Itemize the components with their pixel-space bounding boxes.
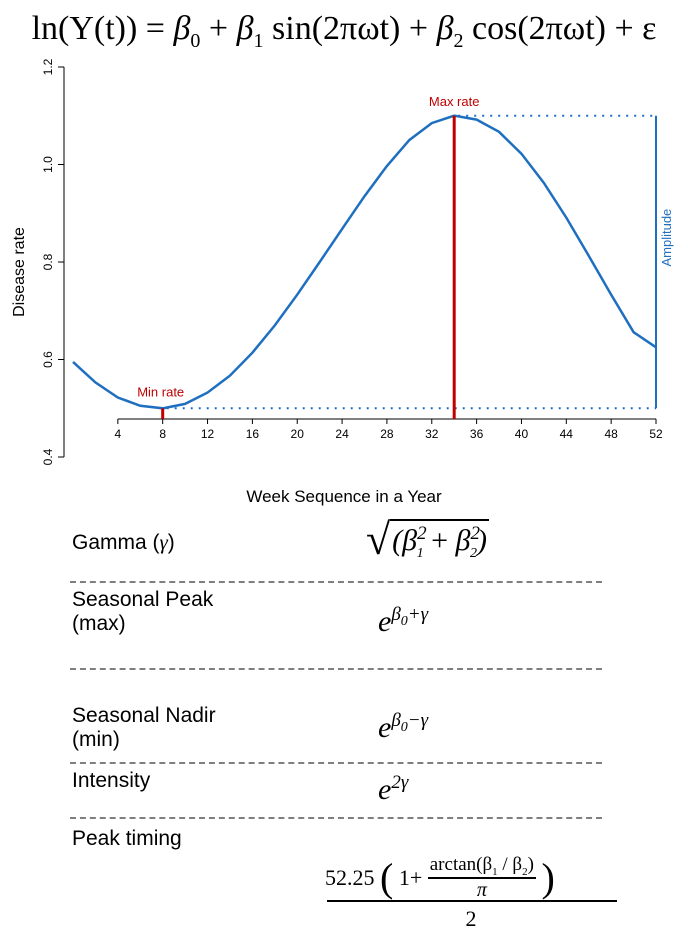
divider-2 [70, 668, 602, 670]
divider-4 [70, 817, 602, 819]
gamma-b2: β [455, 523, 471, 557]
y-tick-label: 0.8 [41, 253, 55, 270]
nadir-label-line1: Seasonal Nadir [72, 704, 216, 727]
x-tick-label: 12 [201, 427, 215, 441]
timing-coef: 52.25 [325, 865, 375, 890]
x-tick-label: 36 [470, 427, 484, 441]
x-tick-label: 24 [335, 427, 349, 441]
timing-open-paren: ( [380, 855, 394, 900]
gamma-formula: √ (β21 + β22) [366, 515, 489, 564]
timing-formula: 52.25 ( 1+ arctan(β1 / β2) π ) 2 [325, 838, 625, 938]
nadir-exp-beta: β [391, 710, 401, 731]
timing-fraction-bar [327, 900, 617, 902]
x-tick-label: 28 [380, 427, 394, 441]
gamma-plus: + [431, 523, 449, 557]
gamma-b2-sub: 2 [469, 545, 477, 561]
gamma-b1-sub: 1 [416, 545, 424, 561]
min-rate-label: Min rate [137, 384, 184, 399]
equation-sin-term: sin(2πωt) [272, 10, 401, 47]
peak-formula: eβ0+γ [378, 604, 428, 639]
x-tick-label: 48 [604, 427, 618, 441]
nadir-label: Seasonal Nadir (min) [72, 704, 216, 752]
nadir-formula: eβ0−γ [378, 710, 428, 745]
x-axis: 4 8 12 16 20 24 28 32 36 40 44 48 52 [115, 418, 663, 441]
timing-arctan-mid: / β [497, 853, 523, 875]
peak-exp-rest: +γ [407, 604, 429, 625]
y-tick-label: 1.2 [41, 58, 55, 75]
nadir-exp-sub: 0 [400, 719, 408, 735]
reference-lines [166, 114, 656, 410]
gamma-b1: β [402, 523, 418, 557]
equation-cos-term: cos(2πωt) [472, 10, 606, 47]
y-tick-label: 1.0 [41, 156, 55, 173]
timing-denominator: 2 [465, 906, 477, 931]
equation-error-term: + ε [614, 10, 657, 47]
x-axis-label: Week Sequence in a Year [246, 487, 442, 506]
timing-arctan: arctan(β [429, 853, 493, 875]
x-tick-label: 32 [425, 427, 439, 441]
timing-close-paren: ) [541, 855, 555, 900]
x-tick-label: 52 [649, 427, 663, 441]
beta-1-sub: 1 [253, 29, 264, 52]
peak-label-line2: (max) [72, 612, 126, 635]
x-tick-label: 8 [159, 427, 166, 441]
peak-label-line1: Seasonal Peak [72, 588, 214, 611]
gamma-label: Gamma (γ) [72, 530, 175, 555]
gamma-b1-sup: 2 [417, 522, 427, 544]
nadir-label-line2: (min) [72, 728, 120, 751]
annotations: Max rate Min rate Amplitude [137, 94, 674, 419]
intensity-exp: 2γ [391, 772, 409, 793]
equation-lhs: ln(Y(t)) = [31, 10, 165, 47]
gamma-label-close: ) [167, 531, 175, 554]
sqrt-sign: √ [366, 515, 391, 564]
peak-exp-beta: β [391, 604, 401, 625]
divider-1 [70, 581, 602, 583]
x-tick-label: 16 [246, 427, 260, 441]
timing-pi: π [476, 879, 487, 902]
y-axis: 0.4 0.6 0.8 1.0 1.2 [41, 58, 65, 465]
y-tick-label: 0.4 [41, 448, 55, 465]
series-group [72, 114, 657, 410]
beta-1: β [236, 10, 254, 47]
max-rate-label: Max rate [429, 94, 480, 109]
peak-base: e [378, 605, 392, 638]
peak-exp-sub: 0 [400, 613, 408, 629]
x-tick-label: 4 [115, 427, 122, 441]
divider-3 [70, 762, 602, 764]
timing-arctan-sub1: 1 [492, 865, 498, 878]
nadir-exp-rest: −γ [407, 710, 429, 731]
y-tick-label: 0.6 [41, 351, 55, 368]
x-tick-label: 20 [291, 427, 305, 441]
timing-label: Peak timing [72, 827, 182, 850]
equation-plus-1: + [208, 10, 229, 47]
model-equation: ln(Y(t)) = β0 + β1 sin(2πωt) + β2 cos(2π… [0, 10, 688, 53]
x-tick-label: 44 [560, 427, 574, 441]
beta-0: β [173, 10, 191, 47]
intensity-formula: e2γ [378, 772, 408, 807]
timing-arctan-sub2: 2 [522, 865, 528, 878]
gamma-b2-sup: 2 [470, 522, 480, 544]
timing-one: 1+ [398, 865, 423, 890]
disease-rate-curve [72, 114, 657, 410]
gamma-label-text: Gamma ( [72, 531, 160, 554]
beta-2-sub: 2 [453, 29, 464, 52]
timing-arctan-close: ) [527, 853, 534, 875]
x-tick-label: 40 [515, 427, 529, 441]
amplitude-label: Amplitude [659, 209, 674, 267]
seasonal-rate-chart: 0.40.60.81.01.2 4 8 12 16 20 24 28 32 36 40 44 48 52… [11, 58, 674, 465]
gamma-symbol: γ [159, 530, 168, 554]
beta-0-sub: 0 [190, 29, 201, 52]
nadir-base: e [378, 711, 392, 744]
intensity-base: e [378, 773, 392, 806]
beta-2: β [436, 10, 454, 47]
equation-plus-2: + [408, 10, 429, 47]
intensity-label: Intensity [72, 769, 151, 792]
peak-label: Seasonal Peak (max) [72, 588, 213, 636]
y-axis-label: Disease rate [11, 227, 28, 317]
